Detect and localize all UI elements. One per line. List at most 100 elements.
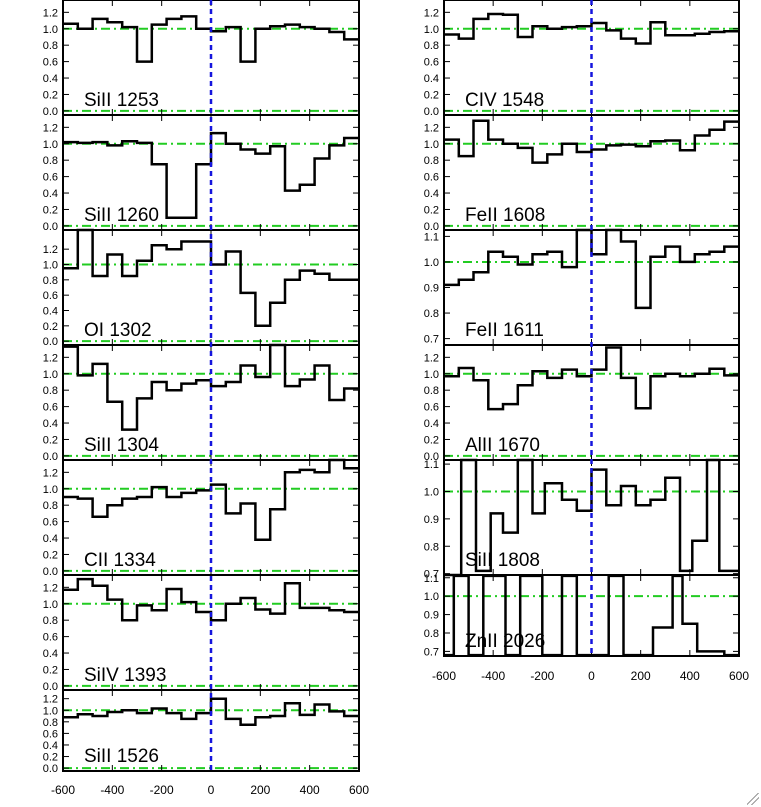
y-tick-label: 0.8 — [43, 275, 58, 287]
y-tick-label: 0.6 — [43, 728, 58, 740]
y-tick-label: 0.7 — [424, 334, 439, 346]
y-tick-label: 1.2 — [43, 467, 58, 479]
y-tick-label: 0.6 — [43, 632, 58, 644]
x-tick-label: 600 — [729, 669, 749, 683]
y-tick-label: 0.8 — [424, 155, 439, 167]
y-tick-label: 0.0 — [43, 336, 58, 348]
resize-grip-icon[interactable] — [747, 793, 759, 805]
x-tick-label: 200 — [250, 783, 270, 797]
x-tick-label: 200 — [631, 669, 651, 683]
y-tick-label: 0.4 — [43, 740, 58, 752]
panel-ion-label: SiII 1808 — [465, 550, 540, 571]
y-tick-label: 0.0 — [43, 106, 58, 118]
x-tick-label: -400 — [100, 783, 124, 797]
y-tick-label: 0.8 — [43, 40, 58, 52]
y-tick-label: 0.7 — [424, 569, 439, 581]
y-tick-label: 1.0 — [424, 139, 439, 151]
y-tick-label: 1.0 — [43, 260, 58, 272]
y-tick-label: 0.8 — [43, 717, 58, 729]
panel-ion-label: AlII 1670 — [465, 435, 540, 456]
y-tick-label: 0.7 — [424, 646, 439, 658]
y-tick-label: 0.4 — [43, 648, 58, 660]
y-tick-label: 0.8 — [43, 615, 58, 627]
y-tick-label: 1.0 — [43, 139, 58, 151]
y-tick-label: 0.4 — [43, 188, 58, 200]
spectrum-panel: 0.0 0.2 0.4 0.6 0.8 1.0 1.2 OI 1302 — [43, 228, 360, 348]
y-tick-label: 0.6 — [43, 57, 58, 69]
y-tick-label: 0.8 — [424, 385, 439, 397]
y-tick-label: 0.2 — [424, 89, 439, 101]
y-tick-label: 1.2 — [43, 244, 58, 256]
flux-step-series — [444, 12, 739, 45]
spectrum-panel: 0.7 0.8 0.9 1.0 1.1 SiII 1808 — [424, 458, 740, 581]
panel-ion-label: FeII 1608 — [465, 205, 545, 226]
flux-step-series — [63, 343, 359, 431]
y-tick-label: 0.8 — [43, 500, 58, 512]
spectrum-panel: 0.0 0.2 0.4 0.6 0.8 1.0 1.2 CIV 1548 — [424, 0, 740, 118]
spectrum-panel: 0.0 0.2 0.4 0.6 0.8 1.0 1.2 CII 1334 — [43, 458, 360, 578]
flux-step-series — [63, 131, 359, 219]
flux-step-series — [444, 119, 739, 164]
y-tick-label: 0.6 — [424, 172, 439, 184]
y-tick-label: 0.8 — [43, 155, 58, 167]
panel-ion-label: SiII 1253 — [84, 90, 159, 111]
y-tick-label: 1.0 — [43, 484, 58, 496]
panel-ion-label: SiII 1526 — [84, 746, 159, 767]
spectrum-panel: 0.7 0.8 0.9 1.0 1.1 ZnII 2026 — [424, 573, 740, 658]
panel-ion-label: OI 1302 — [84, 320, 152, 341]
y-tick-label: 1.0 — [424, 24, 439, 36]
panel-ion-label: SiII 1304 — [84, 435, 159, 456]
spectrum-panel: 0.0 0.2 0.4 0.6 0.8 1.0 1.2 SiII 1260 — [43, 114, 360, 233]
y-tick-label: 1.0 — [43, 369, 58, 381]
y-tick-label: 0.4 — [43, 306, 58, 318]
y-tick-label: 1.2 — [424, 7, 439, 19]
y-tick-label: 0.8 — [424, 308, 439, 320]
y-tick-label: 1.0 — [43, 24, 58, 36]
y-tick-label: 0.2 — [43, 434, 58, 446]
y-tick-label: 0.6 — [43, 172, 58, 184]
y-tick-label: 1.2 — [43, 352, 58, 364]
y-tick-label: 1.0 — [43, 599, 58, 611]
y-tick-label: 1.0 — [424, 257, 439, 269]
y-tick-label: 0.0 — [424, 451, 439, 463]
y-tick-label: 1.1 — [424, 231, 439, 243]
y-tick-label: 0.0 — [43, 451, 58, 463]
y-tick-label: 0.2 — [424, 434, 439, 446]
x-tick-label: 600 — [349, 783, 369, 797]
y-tick-label: 0.4 — [43, 533, 58, 545]
y-tick-label: 0.4 — [424, 73, 439, 85]
spectrum-panel: 0.0 0.2 0.4 0.6 0.8 1.0 1.2 SiIV 1393 — [43, 574, 360, 693]
y-tick-label: 0.2 — [43, 752, 58, 764]
y-tick-label: 1.2 — [43, 7, 58, 19]
y-tick-label: 0.0 — [43, 566, 58, 578]
x-tick-label: 400 — [680, 669, 700, 683]
x-tick-label: 400 — [300, 783, 320, 797]
y-tick-label: 1.2 — [43, 122, 58, 134]
panel-ion-label: SiIV 1393 — [84, 665, 166, 686]
y-tick-label: 0.8 — [424, 541, 439, 553]
spectrum-panel: 0.00.20.40.60.81.01.2 SiII 1526 — [43, 689, 360, 775]
y-tick-label: 1.2 — [43, 582, 58, 594]
x-tick-label: -200 — [530, 669, 554, 683]
y-tick-label: 0.0 — [43, 681, 58, 693]
y-tick-label: 1.0 — [43, 705, 58, 717]
y-tick-label: 0.6 — [424, 402, 439, 414]
y-tick-label: 0.2 — [43, 89, 58, 101]
y-tick-label: 0.4 — [43, 73, 58, 85]
panel-ion-label: CII 1334 — [84, 550, 156, 571]
y-tick-label: 0.0 — [43, 221, 58, 233]
x-tick-label: -400 — [481, 669, 505, 683]
y-tick-label: 0.6 — [43, 517, 58, 529]
panel-ion-label: SiII 1260 — [84, 205, 159, 226]
x-tick-label: -600 — [432, 669, 456, 683]
spectrum-panel: 0.0 0.2 0.4 0.6 0.8 1.0 1.2 SiII 1253 — [43, 0, 360, 118]
y-tick-label: 0.0 — [424, 221, 439, 233]
y-tick-label: 0.6 — [43, 402, 58, 414]
y-tick-label: 0.9 — [424, 283, 439, 295]
y-tick-label: 1.0 — [424, 486, 439, 498]
y-tick-label: 0.0 — [43, 763, 58, 775]
y-tick-label: 0.4 — [43, 418, 58, 430]
y-tick-label: 0.2 — [424, 204, 439, 216]
flux-step-series — [444, 228, 739, 310]
spectrum-panel: 0.0 0.2 0.4 0.6 0.8 1.0 1.2 SiII 1304 — [43, 343, 360, 463]
